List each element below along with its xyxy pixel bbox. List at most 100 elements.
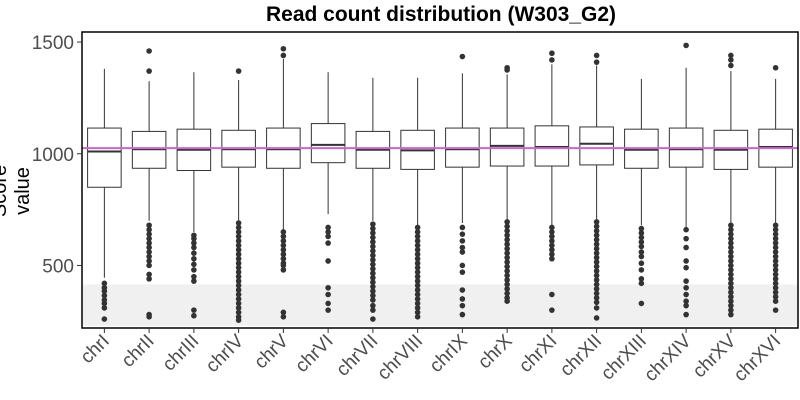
outlier-point	[459, 53, 466, 60]
outlier-point	[549, 233, 555, 240]
panel-border	[81, 31, 799, 329]
outlier-point	[414, 233, 421, 240]
outlier-point	[504, 228, 510, 234]
outlier-point	[504, 298, 510, 304]
outlier-point	[370, 261, 376, 268]
outlier-point	[235, 317, 242, 323]
outlier-point	[280, 309, 287, 316]
outlier-point	[728, 307, 734, 313]
outlier-point	[772, 267, 779, 273]
box	[489, 127, 525, 167]
outlier-point	[728, 244, 734, 251]
outlier-point	[549, 224, 555, 231]
outlier-point	[235, 238, 242, 244]
outlier-point	[101, 288, 108, 294]
outlier-point	[772, 307, 779, 313]
outlier-point	[638, 276, 645, 282]
outlier-point	[146, 271, 152, 278]
outlier-point	[235, 229, 242, 235]
outlier-point	[593, 272, 600, 279]
outlier-point	[593, 305, 600, 311]
outlier-point	[414, 264, 421, 271]
x-tick-label: chrIV	[202, 330, 248, 376]
outlier-point	[370, 252, 376, 259]
outlier-point	[549, 229, 555, 235]
outlier-point	[593, 250, 600, 256]
outlier-point	[772, 262, 779, 269]
outlier-point	[325, 300, 331, 307]
outlier-point	[728, 302, 734, 309]
outlier-point	[235, 291, 242, 298]
outlier-point	[414, 260, 421, 267]
outlier-point	[549, 50, 555, 57]
outlier-point	[280, 229, 287, 235]
outlier-point	[504, 268, 510, 274]
outlier-point	[370, 270, 376, 277]
outlier-point	[683, 298, 689, 304]
outlier-point	[414, 291, 421, 298]
outlier-point	[504, 281, 510, 288]
outlier-point	[683, 278, 689, 284]
outlier-point	[593, 245, 600, 252]
outlier-point	[414, 238, 421, 244]
outlier-point	[146, 258, 152, 264]
x-tick-label: chrXII	[556, 331, 606, 381]
outlier-point	[728, 311, 734, 318]
outlier-point	[459, 238, 466, 244]
outlier-point	[414, 278, 421, 284]
outlier-point	[504, 241, 510, 248]
outlier-point	[683, 235, 689, 242]
outlier-point	[728, 280, 734, 287]
outlier-point	[191, 267, 197, 273]
outlier-point	[146, 231, 152, 237]
outlier-point	[772, 298, 779, 304]
outlier-point	[414, 224, 421, 231]
outlier-point	[504, 286, 510, 292]
outlier-point	[370, 266, 376, 272]
outlier-point	[370, 302, 376, 309]
outlier-point	[638, 225, 645, 232]
x-tick-label: chrXVI	[730, 331, 785, 386]
outlier-point	[638, 267, 645, 273]
outlier-point	[549, 255, 555, 262]
outlier-point	[772, 280, 779, 287]
x-tick-label: chrII	[118, 331, 159, 372]
outlier-point	[146, 249, 152, 255]
outlier-point	[772, 240, 779, 246]
outlier-point	[414, 273, 421, 280]
outlier-point	[235, 309, 242, 316]
x-tick-label: chrVI	[291, 331, 337, 377]
outlier-point	[593, 295, 600, 301]
outlier-point	[638, 300, 645, 307]
outlier-point	[414, 229, 421, 235]
outlier-point	[638, 230, 645, 236]
outlier-point	[459, 244, 466, 251]
outlier-point	[683, 258, 689, 264]
outlier-point	[728, 258, 734, 264]
outlier-point	[683, 42, 689, 49]
outlier-point	[146, 235, 152, 242]
outlier-point	[191, 240, 197, 246]
outlier-point	[728, 249, 734, 255]
outlier-point	[504, 254, 510, 261]
outlier-point	[370, 239, 376, 245]
outlier-point	[593, 254, 600, 261]
outlier-point	[772, 289, 779, 296]
outlier-point	[683, 244, 689, 251]
outlier-point	[191, 235, 197, 242]
outlier-point	[370, 292, 376, 299]
outlier-point	[772, 249, 779, 255]
outlier-point	[325, 284, 331, 291]
outlier-point	[728, 52, 734, 59]
outlier-point	[504, 219, 510, 225]
outlier-point	[280, 251, 287, 258]
outlier-point	[772, 271, 779, 278]
outlier-point	[414, 247, 421, 253]
outlier-point	[235, 282, 242, 289]
outlier-point	[235, 273, 242, 280]
outlier-point	[683, 284, 689, 291]
outlier-point	[593, 219, 600, 225]
outlier-point	[235, 247, 242, 253]
outlier-point	[146, 262, 152, 269]
y-tick-label: 1500	[32, 33, 74, 54]
